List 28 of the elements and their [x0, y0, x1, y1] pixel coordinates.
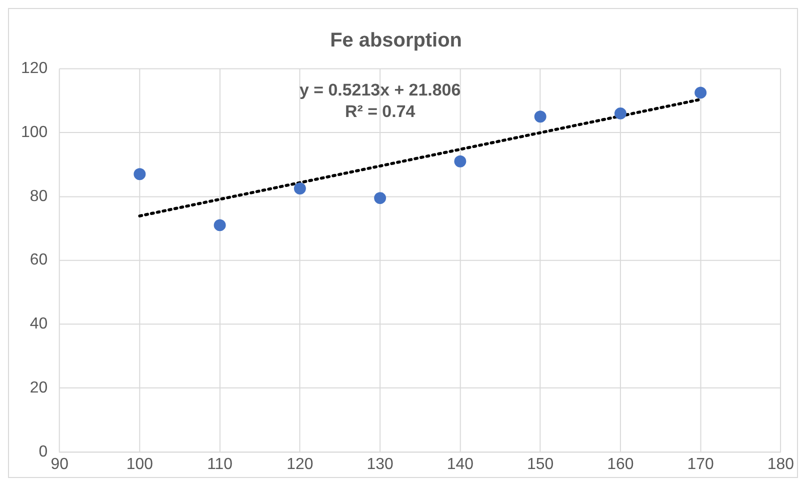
chart-title: Fe absorption	[330, 29, 462, 52]
point	[694, 86, 707, 99]
x-tick-label: 170	[687, 456, 714, 473]
x-tick-label: 140	[446, 456, 474, 473]
x-tick-label: 120	[286, 456, 314, 473]
x-tick-label: 90	[50, 456, 69, 473]
x-tick-label: 180	[767, 456, 794, 473]
y-tick-label: 100	[20, 124, 48, 141]
x-tick-label: 130	[366, 456, 394, 473]
point	[294, 182, 306, 194]
y-tick-label: 0	[38, 443, 48, 460]
y-tick-label: 60	[30, 252, 48, 269]
y-tick-label: 120	[20, 60, 48, 78]
x-tick-label: 150	[527, 456, 554, 473]
y-tick-label: 80	[30, 188, 48, 205]
annotation: R² = 0.74	[344, 102, 416, 122]
point	[534, 110, 546, 123]
y-tick-label: 20	[30, 379, 48, 396]
annotation: y = 0.5213x + 21.806	[299, 80, 461, 100]
point	[214, 219, 226, 232]
y-tick-label: 40	[30, 316, 48, 333]
point	[374, 192, 386, 204]
point	[454, 155, 466, 168]
point	[614, 107, 626, 120]
x-tick-label: 160	[607, 456, 634, 473]
x-tick-label: 110	[207, 456, 233, 473]
x-tick-label: 100	[126, 456, 154, 473]
point	[134, 168, 146, 180]
